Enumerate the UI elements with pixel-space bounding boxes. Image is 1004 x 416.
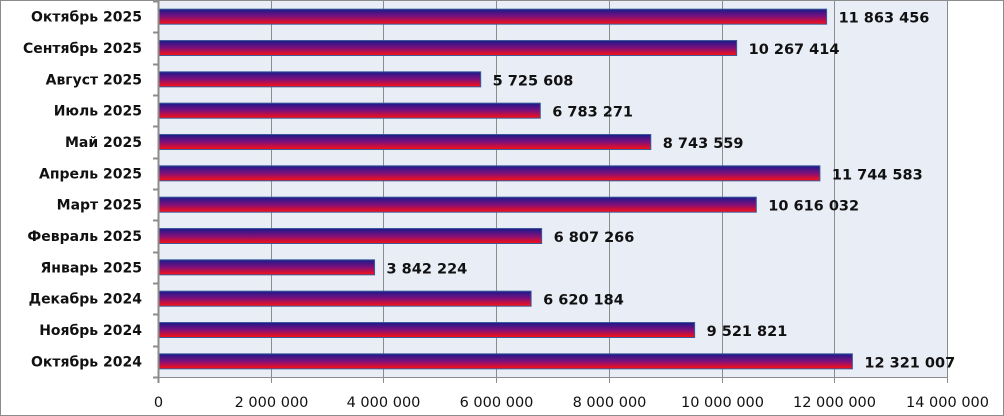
category-label: Сентябрь 2025 — [23, 41, 142, 57]
category-label: Апрель 2025 — [39, 166, 142, 182]
bar — [158, 259, 376, 276]
gridlines — [271, 1, 948, 377]
bar — [158, 40, 738, 56]
category-label: Август 2025 — [46, 72, 142, 88]
data-label: 6 783 271 — [552, 105, 633, 121]
bar — [158, 290, 532, 307]
data-label: 3 842 224 — [387, 261, 468, 277]
labels: 0 2 000 000 4 000 000 6 000 000 8 000 000 10 … — [23, 10, 989, 411]
category-label: Ноябрь 2024 — [39, 323, 142, 339]
x-tick-label: 8 000 000 — [573, 395, 647, 411]
bar — [158, 8, 828, 25]
category-label: Октябрь 2024 — [31, 354, 142, 370]
x-tick-label: 6 000 000 — [460, 395, 534, 411]
bar — [158, 102, 541, 119]
category-label: Октябрь 2025 — [31, 10, 142, 26]
category-label: Февраль 2025 — [27, 229, 142, 245]
bar — [158, 228, 543, 244]
data-label: 12 321 007 — [864, 355, 955, 371]
x-tick-label: 12 000 000 — [793, 395, 876, 411]
category-label: Март 2025 — [57, 198, 142, 214]
data-label: 10 267 414 — [749, 42, 840, 58]
x-tick-label: 10 000 000 — [681, 395, 764, 411]
data-label: 5 725 608 — [493, 73, 574, 89]
bar — [158, 165, 821, 182]
data-label: 6 807 266 — [554, 230, 635, 246]
category-label: Декабрь 2024 — [29, 292, 143, 308]
bar — [158, 353, 853, 370]
category-label: Май 2025 — [65, 135, 142, 151]
data-label: 11 863 456 — [839, 11, 930, 27]
plot-area — [158, 1, 947, 377]
data-label: 11 744 583 — [832, 167, 923, 183]
x-tick-label: 4 000 000 — [347, 395, 421, 411]
data-label: 9 521 821 — [707, 324, 788, 340]
category-label: Январь 2025 — [41, 260, 142, 276]
axes — [153, 0, 948, 383]
data-label: 8 743 559 — [663, 136, 744, 152]
x-tick-label: 0 — [154, 395, 163, 411]
category-label: Июль 2025 — [54, 104, 142, 120]
bar — [158, 71, 482, 88]
bars — [158, 8, 853, 370]
data-label: 6 620 184 — [543, 293, 624, 309]
bar — [158, 134, 652, 150]
data-label: 10 616 032 — [768, 199, 859, 215]
x-tick-label: 14 000 000 — [906, 395, 989, 411]
bar — [158, 322, 696, 338]
x-tick-label: 2 000 000 — [235, 395, 309, 411]
bar — [158, 196, 757, 213]
